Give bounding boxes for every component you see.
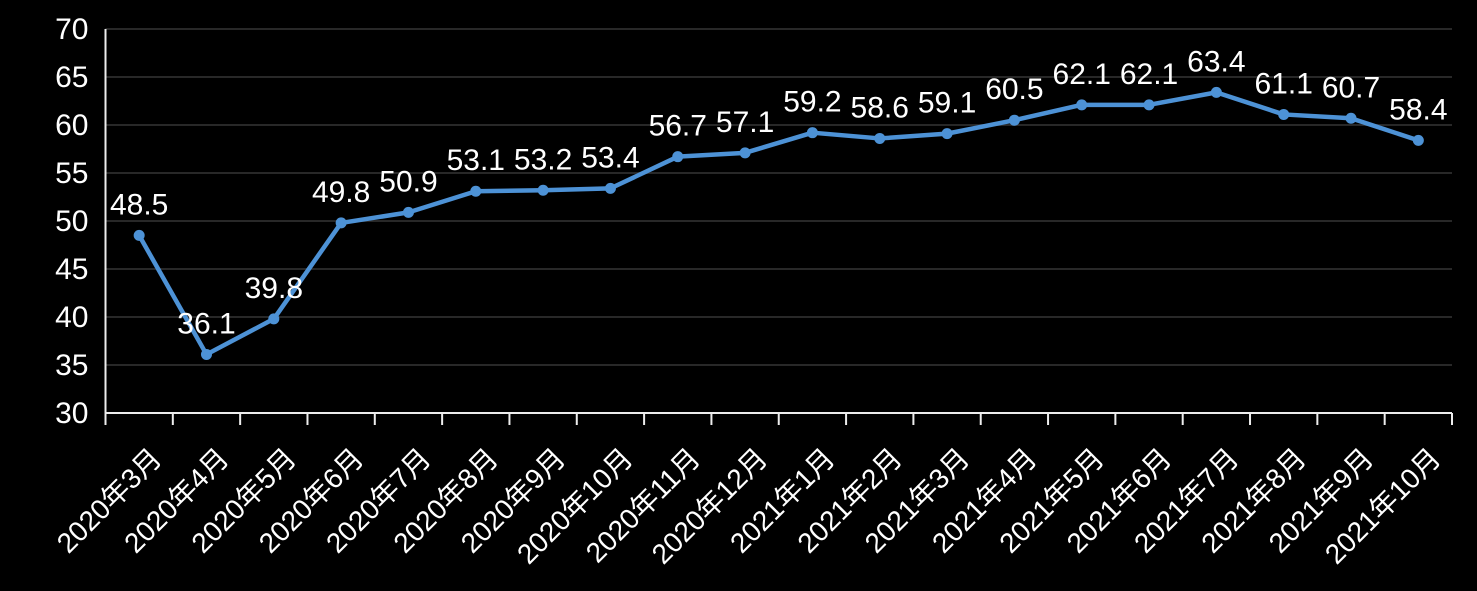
data-point-label: 57.1	[716, 106, 774, 139]
data-point-marker	[941, 128, 953, 140]
data-point-label: 59.1	[918, 87, 976, 120]
data-point-label: 58.6	[851, 91, 909, 124]
data-point-marker	[672, 151, 684, 163]
y-tick-label-40: 40	[55, 301, 88, 334]
data-point-label: 49.8	[312, 176, 370, 209]
data-point-marker	[874, 132, 886, 144]
data-point-marker	[1143, 99, 1155, 111]
data-point-marker	[1008, 114, 1020, 126]
data-point-marker	[133, 229, 145, 241]
data-point-marker	[470, 185, 482, 197]
data-point-marker	[1076, 99, 1088, 111]
y-tick-label-55: 55	[55, 157, 88, 190]
data-point-marker	[537, 184, 549, 196]
y-tick-label-60: 60	[55, 109, 88, 142]
data-point-label: 62.1	[1120, 58, 1178, 91]
data-point-label: 36.1	[177, 307, 235, 340]
data-point-label: 50.9	[379, 165, 437, 198]
data-point-marker	[739, 147, 751, 159]
data-point-label: 53.1	[447, 144, 505, 177]
data-point-label: 60.5	[985, 73, 1043, 106]
data-point-label: 61.1	[1254, 67, 1312, 100]
series-line	[136, 90, 1421, 357]
data-point-label: 56.7	[649, 110, 707, 143]
data-point-marker	[806, 127, 818, 139]
y-tick-label-30: 30	[55, 397, 88, 430]
data-point-label: 62.1	[1053, 58, 1111, 91]
y-tick-label-50: 50	[55, 205, 88, 238]
data-point-marker	[268, 313, 280, 325]
data-point-label: 58.4	[1389, 93, 1447, 126]
data-point-label: 59.2	[783, 86, 841, 119]
data-point-marker	[1210, 86, 1222, 98]
data-point-marker	[1412, 134, 1424, 146]
data-point-marker	[1345, 112, 1357, 124]
data-point-marker	[200, 348, 212, 360]
data-point-marker	[402, 206, 414, 218]
data-point-label: 39.8	[245, 272, 303, 305]
y-tick-label-45: 45	[55, 253, 88, 286]
data-point-marker	[1278, 108, 1290, 120]
y-tick-label-35: 35	[55, 349, 88, 382]
y-tick-label-70: 70	[55, 13, 88, 46]
data-point-label: 53.4	[581, 141, 639, 174]
data-point-label: 60.7	[1322, 71, 1380, 104]
y-tick-label-65: 65	[55, 61, 88, 94]
data-point-label: 63.4	[1187, 45, 1245, 78]
data-point-marker	[604, 182, 616, 194]
data-point-label: 48.5	[110, 188, 168, 221]
data-point-marker	[335, 217, 347, 229]
data-point-label: 53.2	[514, 143, 572, 176]
